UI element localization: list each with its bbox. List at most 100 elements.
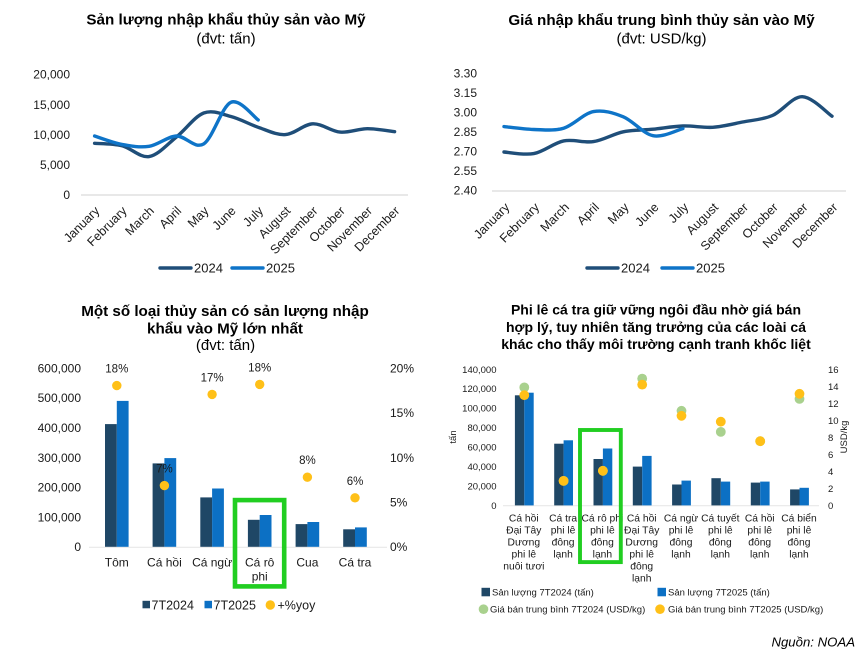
svg-text:2025: 2025 [696,261,725,276]
svg-text:3.00: 3.00 [454,106,478,120]
svg-text:đông: đông [591,537,614,548]
svg-text:2024: 2024 [621,261,650,276]
svg-text:phi lê: phi lê [787,525,812,536]
svg-text:12: 12 [828,399,839,410]
svg-text:16: 16 [828,365,839,376]
svg-text:đông: đông [709,537,732,548]
svg-text:Cá ngừ: Cá ngừ [192,556,232,570]
svg-text:10: 10 [828,416,839,427]
svg-text:Nguồn: NOAA: Nguồn: NOAA [771,634,855,649]
svg-text:100,000: 100,000 [462,404,496,415]
svg-text:khác cho thấy môi trường cạnh: khác cho thấy môi trường cạnh tranh khốc… [501,336,811,352]
svg-text:khẩu vào Mỹ lớn nhất: khẩu vào Mỹ lớn nhất [147,320,303,337]
svg-text:0: 0 [63,188,70,202]
svg-text:20,000: 20,000 [33,68,70,82]
svg-text:Cá hồi: Cá hồi [745,512,775,524]
svg-text:120,000: 120,000 [462,384,496,395]
svg-text:Cá biển: Cá biển [781,512,817,524]
svg-text:Cá rô: Cá rô [245,556,275,570]
svg-text:Giá bán trung bình 7T2024 (USD: Giá bán trung bình 7T2024 (USD/kg) [490,604,645,615]
svg-text:500,000: 500,000 [38,391,82,405]
svg-text:Cá ngừ: Cá ngừ [664,513,698,524]
svg-text:Phi lê cá tra giữ vững ngôi đầ: Phi lê cá tra giữ vững ngôi đầu nhờ giá … [511,302,801,318]
svg-text:10%: 10% [390,451,414,465]
svg-text:Một số loại thủy sản có sản lư: Một số loại thủy sản có sản lượng nhập [81,303,369,320]
svg-text:6: 6 [828,450,833,461]
svg-text:100,000: 100,000 [38,510,82,524]
svg-text:7T2024: 7T2024 [152,598,194,612]
svg-text:hợp lý, tuy nhiên tăng trưởng: hợp lý, tuy nhiên tăng trưởng của các lo… [506,319,806,335]
svg-text:Cá tra: Cá tra [549,513,577,524]
svg-text:phi lê: phi lê [669,525,694,536]
svg-text:đông: đông [670,537,693,548]
svg-text:7%: 7% [156,464,173,476]
svg-text:phi: phi [252,570,268,584]
svg-text:Cá hồi: Cá hồi [509,512,539,524]
svg-text:18%: 18% [248,362,271,374]
svg-text:8: 8 [828,433,833,444]
svg-text:USD/kg: USD/kg [839,421,850,454]
svg-text:Sản lượng 7T2024 (tấn): Sản lượng 7T2024 (tấn) [492,588,594,599]
svg-text:8%: 8% [299,455,316,467]
svg-text:400,000: 400,000 [38,421,82,435]
svg-text:phi lê: phi lê [590,525,615,536]
svg-text:10,000: 10,000 [33,128,70,142]
svg-text:3.15: 3.15 [454,86,478,100]
svg-text:200,000: 200,000 [38,481,82,495]
svg-text:2: 2 [828,484,833,495]
svg-text:15,000: 15,000 [33,98,70,112]
svg-text:phi lê: phi lê [708,525,733,536]
svg-text:14: 14 [828,382,839,393]
svg-text:5,000: 5,000 [40,158,70,172]
svg-text:lạnh: lạnh [593,549,613,560]
svg-text:Sản lượng 7T2025 (tấn): Sản lượng 7T2025 (tấn) [668,588,770,599]
svg-text:Dương: Dương [508,537,541,548]
svg-text:5%: 5% [390,495,408,509]
svg-text:2.40: 2.40 [454,184,478,198]
svg-text:20%: 20% [390,362,414,376]
svg-text:600,000: 600,000 [38,362,82,376]
svg-text:0: 0 [491,501,496,512]
svg-text:Cua: Cua [296,556,318,570]
svg-text:Giá nhập khẩu trung bình thủy: Giá nhập khẩu trung bình thủy sản vào Mỹ [508,12,815,29]
svg-text:0%: 0% [390,540,408,554]
svg-text:Đại Tây: Đại Tây [506,525,542,536]
svg-text:0: 0 [74,540,81,554]
svg-text:phi lê: phi lê [629,549,654,560]
svg-text:140,000: 140,000 [462,365,496,376]
svg-text:2.55: 2.55 [454,164,478,178]
svg-text:Sản lượng nhập khẩu thủy sản v: Sản lượng nhập khẩu thủy sản vào Mỹ [86,12,366,29]
svg-text:2024: 2024 [194,261,223,276]
svg-text:2.70: 2.70 [454,145,478,159]
svg-text:Cá tuyết: Cá tuyết [701,512,739,524]
svg-text:lạnh: lạnh [789,549,809,560]
svg-text:Cá rô phi: Cá rô phi [582,513,624,524]
svg-text:đông: đông [630,561,653,572]
svg-text:đông: đông [748,537,771,548]
svg-text:phi lê: phi lê [551,525,576,536]
svg-text:Tôm: Tôm [105,556,129,570]
svg-text:2025: 2025 [266,261,295,276]
svg-text:(đvt: USD/kg): (đvt: USD/kg) [616,31,706,48]
svg-text:(đvt: tấn): (đvt: tấn) [196,337,255,354]
svg-text:phi lê: phi lê [511,549,536,560]
svg-text:17%: 17% [201,372,224,384]
svg-text:(đvt: tấn): (đvt: tấn) [196,31,255,48]
svg-text:20,000: 20,000 [467,481,496,492]
svg-text:Cá hồi: Cá hồi [147,556,182,570]
svg-text:Giá bán trung bình 7T2025 (USD: Giá bán trung bình 7T2025 (USD/kg) [668,604,823,615]
svg-text:phi lê: phi lê [747,525,772,536]
svg-text:40,000: 40,000 [467,462,496,473]
svg-text:lạnh: lạnh [750,549,770,560]
svg-text:0: 0 [828,501,833,512]
svg-text:6%: 6% [347,476,364,488]
svg-text:15%: 15% [390,406,414,420]
svg-text:lạnh: lạnh [553,549,573,560]
svg-text:2.85: 2.85 [454,125,478,139]
svg-text:tấn: tấn [448,430,459,443]
svg-text:đông: đông [788,537,811,548]
svg-text:4: 4 [828,467,833,478]
svg-text:+%yoy: +%yoy [278,598,317,612]
svg-text:3.30: 3.30 [454,67,478,81]
svg-text:60,000: 60,000 [467,443,496,454]
